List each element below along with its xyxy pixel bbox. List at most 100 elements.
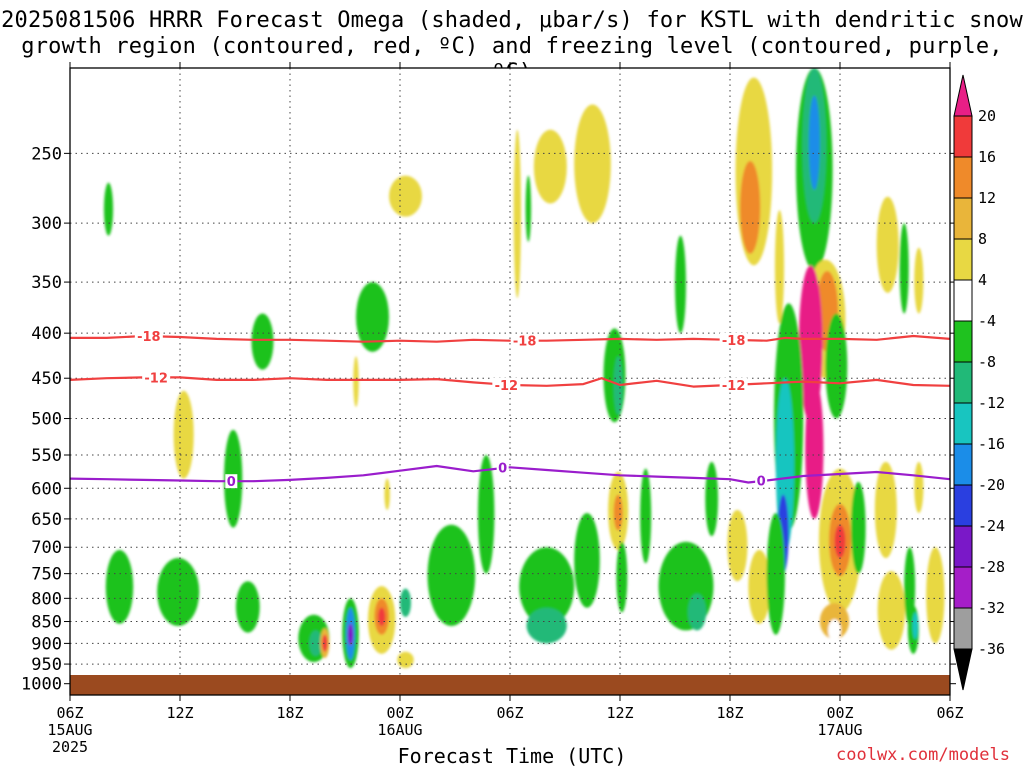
x-date-label: 2025 [52,738,88,756]
colorbar-label: 8 [978,230,987,248]
contour-label-bg [134,329,163,344]
x-tick-label: 12Z [166,704,193,722]
contour-label: -12 [495,379,519,394]
omega-cell [173,390,194,479]
omega-cell [397,651,414,669]
omega-cell [519,547,575,626]
contour-label-bg [492,377,521,392]
contour-label: -12 [722,379,746,394]
omega-cell [378,607,386,626]
colorbar-swatch [953,443,973,486]
omega-cell [322,634,328,652]
omega-cell [687,593,707,631]
omega-cell [825,313,848,419]
omega-cell [914,461,924,513]
x-tick-label: 00Z [386,704,413,722]
contour-label-bg [719,377,748,392]
x-axis-label: Forecast Time (UTC) [397,744,627,768]
omega-cell [616,541,628,613]
x-date-label: 17AUG [817,721,862,739]
colorbar-label: 12 [978,189,996,207]
colorbar-swatch [953,115,973,158]
omega-cell [912,612,918,640]
omega-cell [705,461,719,537]
y-tick-label: 500 [31,410,62,430]
omega-cell [105,549,134,624]
colorbar-swatch [953,361,973,404]
colorbar-swatch [953,566,973,609]
y-tick-label: 900 [31,634,62,654]
omega-cell [766,512,785,635]
colorbar-label: -32 [978,599,1005,617]
colorbar-label: 20 [978,107,996,125]
omega-cell [828,619,841,642]
contour-label: 0 [498,461,507,476]
omega-cell [675,235,686,334]
omega-cell [347,623,354,646]
colorbar-swatch [953,197,973,240]
x-date-label: 15AUG [47,721,92,739]
source-credit: coolwx.com/models [836,745,1010,765]
omega-cell [914,247,924,314]
omega-cell [157,558,200,626]
omega-cell [613,494,623,531]
temperature-contours: -18 -18 -18 -12 -12 -12 0 0 0 [70,329,950,490]
contour-label-bg [719,332,748,347]
omega-cell [574,104,611,224]
y-tick-label: 350 [31,273,62,293]
colorbar-swatch [953,484,973,527]
omega-cell [640,468,652,564]
contour-label-bg [510,333,539,348]
contour-line [70,334,950,343]
x-tick-label: 18Z [276,704,303,722]
colorbar-label: -4 [978,312,996,330]
colorbar-label: 16 [978,148,996,166]
colorbar-label: -20 [978,476,1005,494]
contour-label: -18 [513,335,537,350]
omega-cell [740,160,761,254]
colorbar-top-arrow [953,74,973,117]
omega-cell [876,196,899,293]
omega-cell [877,571,906,650]
omega-cell [251,313,274,370]
omega-cell [513,129,521,299]
omega-cell [356,282,389,352]
colorbar-swatch [953,525,973,568]
omega-cell [874,461,897,559]
contour-label: 0 [227,475,236,490]
omega-cell [808,95,820,190]
omega-cell [774,210,785,324]
y-tick-label: 1000 [21,675,62,695]
x-tick-label: 12Z [606,704,633,722]
omega-cell [389,175,422,217]
y-tick-label: 700 [31,538,62,558]
colorbar: 20 16 12 8 4 -4 -8 -12 -16 -20 -24 -28 -32 -36 [953,74,1005,691]
contour-label: -18 [137,330,161,345]
colorbar-label: 4 [978,271,987,289]
chart-title-line-2: growth region (contoured, red, ºC) and f… [21,34,1003,85]
omega-cell [748,549,771,624]
chart-title-line-1: 2025081506 HRRR Forecast Omega (shaded, … [1,8,1023,33]
omega-cell [851,481,866,574]
omega-cell [805,378,824,519]
y-tick-label: 300 [31,214,62,234]
y-tick-label: 800 [31,589,62,609]
contour-line [70,464,950,484]
colorbar-swatch [953,607,973,650]
omega-cell [309,630,323,656]
colorbar-swatch [953,279,973,322]
x-tick-label: 06Z [496,704,523,722]
omega-cell [427,524,476,626]
colorbar-label: -24 [978,517,1005,535]
contour-label-bg [496,460,509,475]
omega-cell [384,478,390,510]
colorbar-swatch [953,402,973,445]
y-tick-label: 750 [31,565,62,585]
y-tick-label: 400 [31,324,62,344]
omega-cell [477,454,495,574]
x-date-label: 16AUG [377,721,422,739]
x-tick-label: 06Z [936,704,963,722]
omega-cell [727,509,748,582]
